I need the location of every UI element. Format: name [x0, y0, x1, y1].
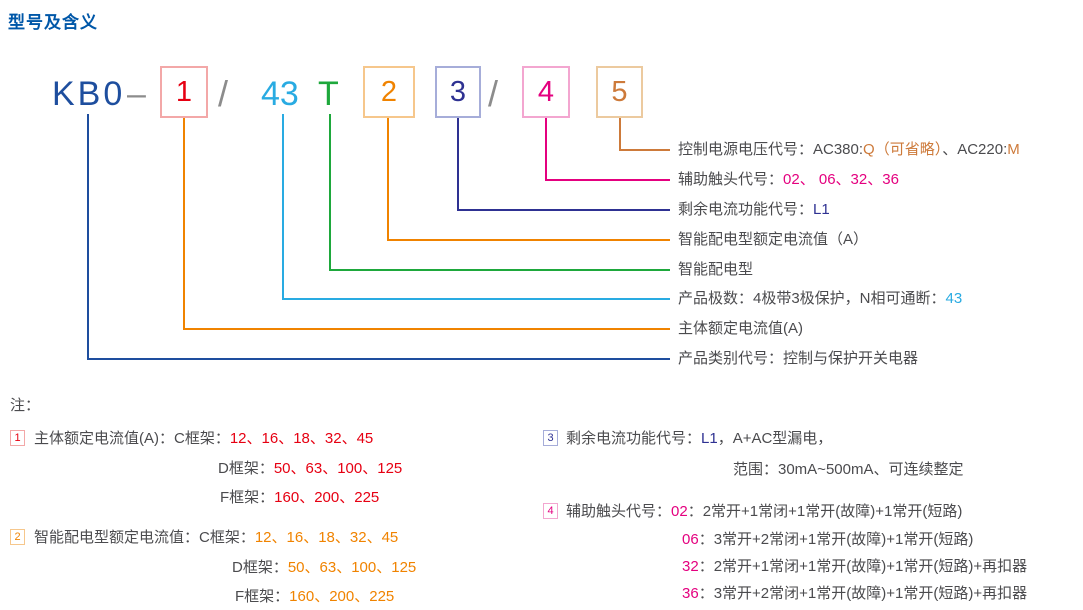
note-values: 12、16、18、32、45	[254, 529, 399, 546]
label-text: 主体额定电流值(A)	[678, 320, 803, 337]
label-control-voltage: 控制电源电压代号：AC380:Q（可省略）、AC220:M	[678, 140, 1020, 160]
label-text: 辅助触头代号：	[678, 171, 784, 188]
connector-code4-h	[545, 179, 670, 181]
note3-line1: 剩余电流功能代号：L1，A+AC型漏电，	[566, 430, 832, 448]
connector-type-v	[329, 114, 331, 271]
label-text: 剩余电流功能代号：	[678, 201, 814, 218]
model-code3-box: 3	[435, 66, 481, 118]
note1-numbox: 1	[10, 430, 25, 446]
label-text: 产品类别代号：控制与保护开关电器	[678, 350, 919, 367]
connector-code1-h	[183, 328, 670, 330]
note-text: ：2常开+1常闭+1常开(故障)+1常开(短路)	[687, 503, 963, 520]
note-text: ：2常开+1常闭+1常开(故障)+1常开(短路)+再扣器	[698, 558, 1028, 575]
note-text: 剩余电流功能代号：	[566, 430, 702, 447]
label-text: 智能配电型额定电流值（A）	[678, 231, 869, 248]
note-values: 06	[682, 531, 699, 548]
note4-line4: 36：3常开+2常闭+1常开(故障)+1常开(短路)+再扣器	[682, 585, 1027, 603]
note-values: 32	[682, 558, 699, 575]
note1-line2: D框架：50、63、100、125	[218, 460, 402, 478]
label-smart-type: 智能配电型	[678, 260, 753, 280]
model-slash-1: /	[218, 73, 229, 114]
note-text: D框架：	[218, 460, 274, 477]
label-highlight: M	[1007, 141, 1020, 158]
note-text: 范围：30mA~500mA、可连续整定	[733, 461, 964, 478]
note-text: ：3常开+2常闭+1常开(故障)+1常开(短路)	[698, 531, 974, 548]
connector-code2-h	[387, 239, 670, 241]
label-residual-current: 剩余电流功能代号：L1	[678, 200, 830, 220]
note-values: 36	[682, 585, 699, 602]
label-highlight: 43	[945, 290, 963, 307]
connector-poles-v	[282, 114, 284, 300]
note-values: 50、63、100、125	[287, 559, 417, 576]
note4-numbox: 4	[543, 503, 558, 519]
note2-line1: 智能配电型额定电流值：C框架：12、16、18、32、45	[34, 529, 398, 547]
connector-code4-v	[545, 118, 547, 181]
label-text: 智能配电型	[678, 261, 754, 278]
model-code1-box: 1	[160, 66, 208, 118]
note2-numbox: 2	[10, 529, 25, 545]
note-text: ：3常开+2常闭+1常开(故障)+1常开(短路)+再扣器	[698, 585, 1028, 602]
model-code2-box: 2	[363, 66, 415, 118]
label-highlight: Q（可省略）	[863, 141, 943, 158]
model-slash-2: /	[488, 73, 499, 114]
model-dash: –	[127, 75, 146, 113]
note-text: F框架：	[220, 489, 275, 506]
note-text: ，A+AC型漏电，	[717, 430, 833, 447]
connector-code5-h	[619, 149, 670, 151]
connector-code2-v	[387, 118, 389, 241]
connector-type-h	[329, 269, 670, 271]
note-values: 50、63、100、125	[273, 460, 403, 477]
note-values: 12、16、18、32、45	[229, 430, 374, 447]
note-values: L1	[701, 430, 718, 447]
note3-line2: 范围：30mA~500mA、可连续整定	[733, 461, 963, 479]
model-prefix: KB0	[52, 75, 126, 113]
label-text: 产品极数：4极带3极保护，N相可通断：	[678, 290, 946, 307]
label-highlight: 02、 06、32、36	[783, 171, 899, 188]
note-text: D框架：	[232, 559, 288, 576]
label-product-category: 产品类别代号：控制与保护开关电器	[678, 349, 918, 369]
connector-code3-h	[457, 209, 670, 211]
note-text: 智能配电型额定电流值：C框架：	[34, 529, 255, 546]
note4-line1: 辅助触头代号：02：2常开+1常闭+1常开(故障)+1常开(短路)	[566, 503, 962, 521]
model-code4-box: 4	[522, 66, 570, 118]
label-text: 、AC220:	[942, 141, 1008, 158]
connector-prefix-h	[87, 358, 670, 360]
connector-code1-v	[183, 118, 185, 330]
note-values: 02	[671, 503, 688, 520]
label-main-current: 主体额定电流值(A)	[678, 319, 803, 339]
note-text: F框架：	[235, 588, 290, 605]
note4-line3: 32：2常开+1常闭+1常开(故障)+1常开(短路)+再扣器	[682, 558, 1027, 576]
connector-code3-v	[457, 118, 459, 211]
note-text: 主体额定电流值(A)：C框架：	[34, 430, 230, 447]
page-title: 型号及含义	[8, 13, 98, 32]
model-code5-box: 5	[596, 66, 643, 118]
label-highlight: L1	[813, 201, 830, 218]
label-poles: 产品极数：4极带3极保护，N相可通断：43	[678, 289, 962, 309]
model-type-t: T	[318, 75, 339, 113]
note-values: 160、200、225	[274, 489, 380, 506]
model-poles: 43	[261, 75, 299, 113]
label-smart-current: 智能配电型额定电流值（A）	[678, 230, 868, 250]
note2-line3: F框架：160、200、225	[235, 588, 394, 606]
connector-poles-h	[282, 298, 670, 300]
note4-line2: 06：3常开+2常闭+1常开(故障)+1常开(短路)	[682, 531, 973, 549]
note-values: 160、200、225	[289, 588, 395, 605]
note1-line1: 主体额定电流值(A)：C框架：12、16、18、32、45	[34, 430, 373, 448]
label-text: 控制电源电压代号：AC380:	[678, 141, 864, 158]
note2-line2: D框架：50、63、100、125	[232, 559, 416, 577]
connector-prefix-v	[87, 114, 89, 360]
label-aux-contact: 辅助触头代号：02、 06、32、36	[678, 170, 899, 190]
note-text: 辅助触头代号：	[566, 503, 672, 520]
connector-code5-v	[619, 118, 621, 151]
note1-line3: F框架：160、200、225	[220, 489, 379, 507]
note3-numbox: 3	[543, 430, 558, 446]
notes-header: 注：	[10, 397, 41, 414]
